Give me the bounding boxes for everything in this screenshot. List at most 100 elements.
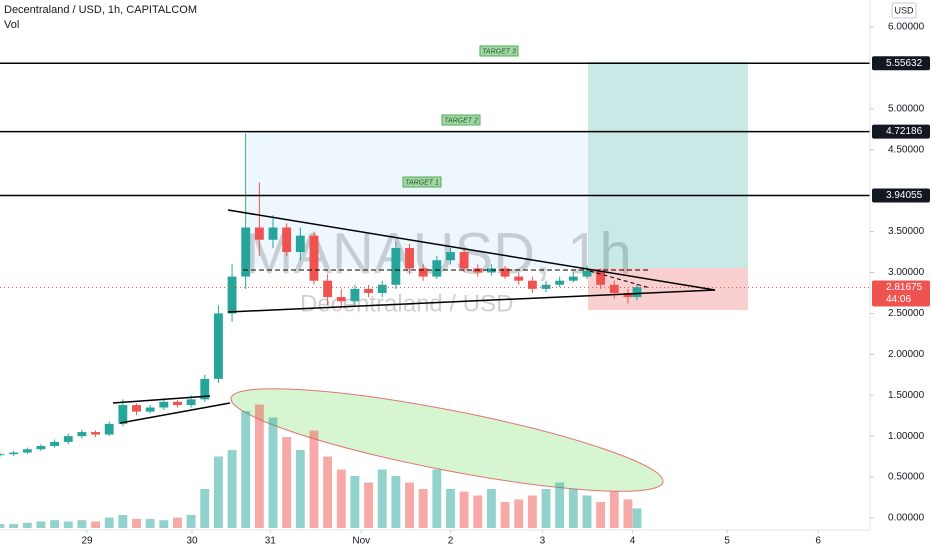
volume-bar: [36, 521, 46, 528]
candle-body: [132, 405, 141, 412]
volume-bar: [555, 482, 565, 528]
volume-bar: [323, 456, 333, 528]
last-price-tag: [872, 280, 930, 307]
volume-bar: [9, 524, 19, 528]
candle-body: [295, 235, 305, 253]
volume-bar: [514, 499, 524, 528]
trendline: [227, 289, 716, 313]
y-tick-label: 0.00000: [888, 513, 925, 524]
target-box: [479, 45, 519, 57]
candle-body: [336, 297, 346, 302]
candle-body: [9, 452, 19, 455]
volume-bar: [377, 469, 387, 528]
candle-body: [186, 399, 196, 406]
last-price-label: 2.81675: [886, 282, 923, 293]
volume-bar: [432, 469, 442, 528]
candle-body: [36, 445, 46, 450]
candle-body: [104, 423, 114, 435]
candle-body: [323, 280, 333, 298]
level-label: 3.94055: [886, 190, 923, 201]
level-tag: [872, 188, 930, 203]
candle-body: [77, 432, 87, 437]
level-tag: [872, 56, 930, 71]
x-tick-label: 30: [186, 536, 198, 547]
candle-body: [527, 280, 537, 289]
x-tick-label: 6: [815, 536, 821, 547]
candle-body: [568, 276, 578, 281]
candle-body: [446, 252, 455, 261]
candle-body: [213, 313, 223, 379]
candle-body: [173, 401, 182, 406]
volume-bar: [623, 499, 633, 528]
candle-body: [350, 288, 360, 302]
volume-bar: [446, 489, 455, 528]
candle-body: [541, 284, 551, 289]
x-tick-label: 29: [81, 536, 93, 547]
chart-title: Decentraland / USD, 1h, CAPITALCOM: [4, 4, 197, 16]
candle-body: [405, 247, 414, 269]
volume-bar: [145, 518, 155, 528]
volume-bar: [254, 404, 264, 528]
zones: [230, 62, 748, 492]
y-tick-label: 4.50000: [888, 144, 925, 155]
volume-bar: [91, 521, 100, 528]
volume-bar: [391, 476, 401, 528]
target-box: [441, 114, 481, 126]
level-tag: [872, 124, 930, 139]
countdown-label: 44:06: [886, 294, 911, 305]
drawings: TARGET 3 TARGET 2 TARGET 1: [112, 45, 716, 424]
volume-bar: [282, 437, 292, 528]
trendline: [227, 209, 716, 291]
y-tick-label: 5.00000: [888, 103, 925, 114]
time-axis: [0, 530, 870, 550]
candle-body: [254, 227, 264, 240]
volume-bar: [405, 482, 414, 528]
y-tick-label: 0.50000: [888, 472, 925, 483]
currency-label[interactable]: USD: [894, 5, 914, 15]
candle-body: [145, 407, 155, 412]
volume-bar: [132, 518, 141, 528]
trendline: [119, 402, 231, 424]
candle-body: [377, 284, 387, 293]
volume-bar: [350, 476, 360, 528]
trendline: [112, 395, 211, 404]
x-tick-label: 3: [540, 536, 546, 547]
candle-body: [555, 280, 565, 285]
candle-body: [623, 292, 633, 298]
volume-ellipse: [230, 388, 664, 492]
volume-bar: [50, 520, 60, 528]
candle-body: [268, 227, 278, 240]
volume-bar: [104, 517, 114, 528]
volume-bar: [295, 450, 305, 528]
y-tick-label: 2.00000: [888, 349, 925, 360]
indicator-label: Vol: [4, 19, 19, 31]
volume-bar: [63, 521, 73, 528]
volume-bar: [268, 417, 278, 528]
volume-bar: [77, 520, 87, 528]
volume-bar: [200, 489, 210, 528]
y-tick-label: 3.50000: [888, 226, 925, 237]
candle-body: [582, 270, 592, 277]
level-label: 4.72186: [886, 126, 923, 137]
currency-button[interactable]: [891, 2, 917, 19]
candle-body: [500, 268, 510, 277]
volume-bar: [609, 491, 619, 528]
volume-bar: [309, 430, 319, 528]
x-tick-label: 4: [630, 536, 636, 547]
volume-bar: [118, 515, 128, 528]
volume-bar: [241, 411, 251, 528]
volume-bar: [500, 502, 510, 528]
volume-bar: [582, 495, 592, 528]
target-label: TARGET 2: [444, 117, 478, 124]
candle-body: [596, 270, 606, 285]
candle-body: [432, 260, 442, 277]
volume-bar: [336, 469, 346, 528]
volume-bar: [364, 482, 374, 528]
price-axis: [870, 0, 932, 550]
candle-body: [609, 284, 619, 293]
candle-body: [63, 436, 73, 442]
candle-body: [91, 432, 100, 435]
volume-bar: [527, 495, 537, 528]
volume-bar: [568, 489, 578, 528]
